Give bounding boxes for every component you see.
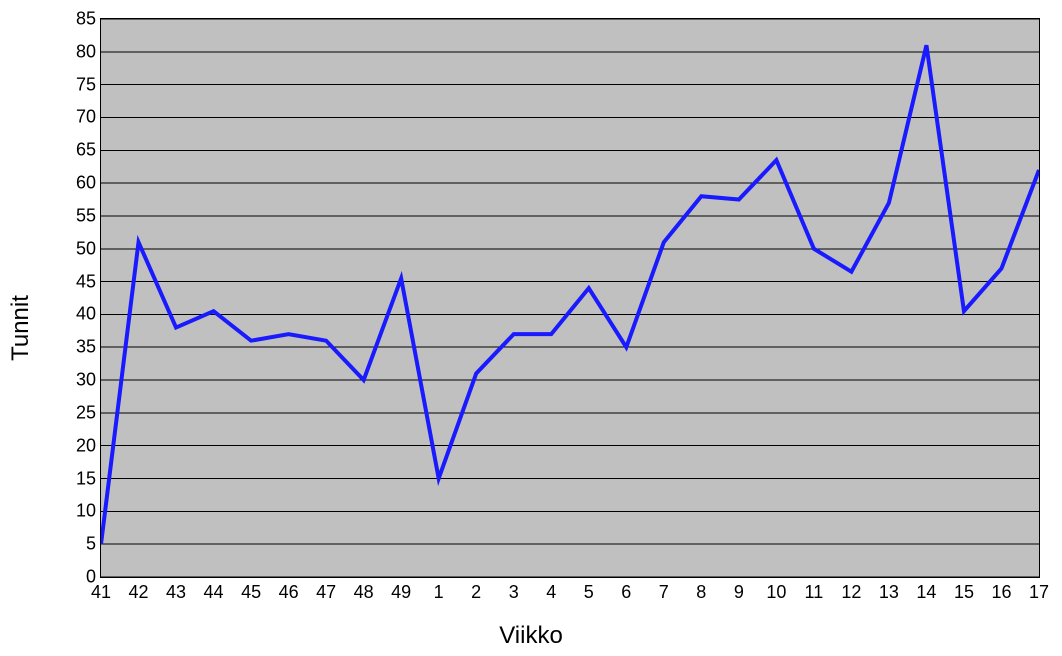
y-tick: 0 [36,567,96,588]
y-tick: 85 [36,9,96,30]
y-tick: 30 [36,370,96,391]
x-tick: 7 [659,582,669,603]
y-tick: 55 [36,205,96,226]
x-tick: 3 [509,582,519,603]
x-tick: 2 [471,582,481,603]
y-tick: 20 [36,435,96,456]
x-tick: 47 [316,582,336,603]
x-tick: 41 [91,582,111,603]
y-tick: 60 [36,173,96,194]
y-axis-label: Tunnit [7,295,35,361]
y-tick: 35 [36,337,96,358]
y-tick: 40 [36,304,96,325]
x-tick: 13 [879,582,899,603]
x-tick: 44 [204,582,224,603]
x-tick: 10 [766,582,786,603]
y-tick: 70 [36,107,96,128]
x-tick: 43 [166,582,186,603]
x-tick: 5 [584,582,594,603]
x-tick: 45 [241,582,261,603]
x-tick: 17 [1029,582,1049,603]
gridlines [101,19,1039,577]
x-tick: 8 [696,582,706,603]
x-tick: 11 [805,582,824,603]
data-series-line [101,45,1039,544]
y-tick: 15 [36,468,96,489]
x-tick: 12 [841,582,861,603]
y-tick: 80 [36,41,96,62]
x-tick: 16 [991,582,1011,603]
y-tick: 5 [36,534,96,555]
x-tick: 9 [734,582,744,603]
x-tick: 1 [434,582,444,603]
y-tick: 25 [36,402,96,423]
y-tick: 75 [36,74,96,95]
plot-area [100,18,1040,578]
x-tick: 49 [391,582,411,603]
x-tick: 15 [954,582,974,603]
x-axis-label: Viikko [0,622,1062,650]
x-tick: 46 [279,582,299,603]
x-tick: 6 [621,582,631,603]
plot-svg [101,19,1039,577]
x-tick: 4 [546,582,556,603]
x-tick: 42 [129,582,149,603]
x-tick: 14 [916,582,936,603]
chart-container: Tunnit Viikko 05101520253035404550556065… [0,0,1062,656]
x-tick: 48 [354,582,374,603]
y-tick: 10 [36,501,96,522]
y-tick: 50 [36,238,96,259]
y-tick: 45 [36,271,96,292]
y-tick: 65 [36,140,96,161]
